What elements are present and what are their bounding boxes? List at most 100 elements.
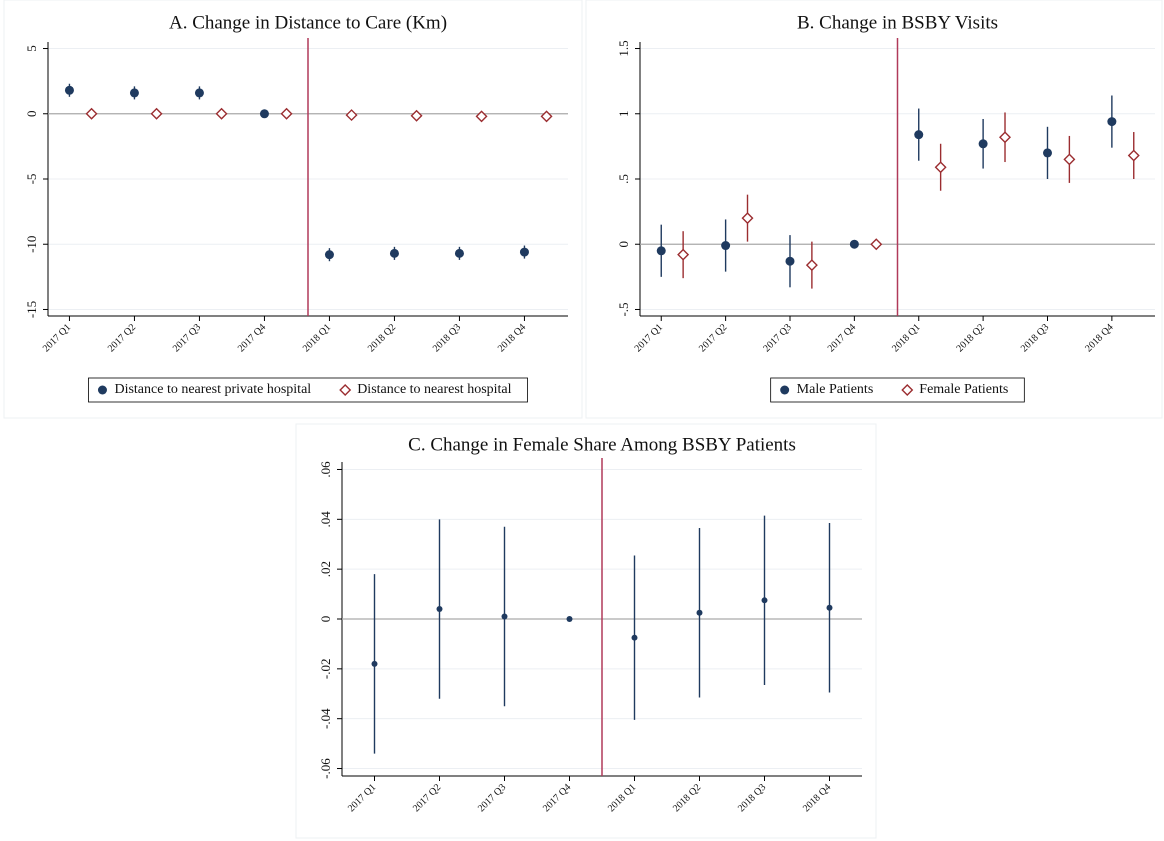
marker [64, 85, 74, 95]
y-tick-label: .06 [318, 461, 333, 478]
y-tick-label: -.06 [318, 758, 333, 779]
marker [371, 660, 378, 667]
x-tick-label: 2018 Q3 [431, 322, 463, 354]
panel: C. Change in Female Share Among BSBY Pat… [295, 423, 877, 839]
legend-box [770, 377, 1025, 403]
marker [475, 110, 488, 123]
marker [1107, 117, 1117, 127]
x-tick-label: 2017 Q4 [541, 782, 573, 814]
marker [696, 609, 703, 616]
panel-border [3, 0, 583, 419]
y-tick-label: -.02 [318, 659, 333, 680]
marker [901, 384, 914, 396]
marker [454, 248, 464, 258]
marker [677, 248, 690, 261]
marker [656, 246, 666, 256]
x-tick-label: 2018 Q3 [736, 782, 768, 814]
x-tick-label: 2017 Q4 [826, 322, 858, 354]
x-tick-label: 2018 Q1 [890, 322, 922, 354]
chart-title: A. Change in Distance to Care (Km) [169, 12, 447, 33]
y-tick-label: -.04 [318, 708, 333, 729]
marker [934, 161, 947, 174]
y-tick-label: -15 [24, 301, 39, 318]
x-tick-label: 2017 Q1 [346, 782, 378, 814]
y-tick-label: 5 [24, 45, 39, 52]
marker [1127, 149, 1140, 162]
marker [85, 107, 98, 120]
panel-border [585, 0, 1163, 419]
x-tick-label: 2017 Q2 [411, 782, 443, 814]
marker [97, 385, 107, 395]
legend-label: Distance to nearest private hospital [114, 382, 311, 397]
marker [785, 256, 795, 266]
y-tick-label: -.5 [616, 302, 631, 316]
x-tick-label: 2018 Q4 [801, 782, 833, 814]
marker [849, 239, 859, 249]
y-tick-label: 1.5 [616, 40, 631, 56]
y-tick-label: .04 [318, 511, 333, 528]
panel-border [295, 423, 877, 839]
x-tick-label: 2018 Q1 [301, 322, 333, 354]
marker [805, 259, 818, 272]
marker [540, 110, 553, 123]
y-tick-label: .5 [616, 174, 631, 184]
x-tick-label: 2018 Q3 [1019, 322, 1051, 354]
legend-label: Male Patients [797, 382, 874, 397]
marker [999, 131, 1011, 144]
marker [389, 248, 399, 258]
panel: A. Change in Distance to Care (Km) 5 0 -5 -1… [3, 0, 583, 419]
x-tick-label: 2017 Q1 [633, 322, 665, 354]
y-tick-label: -5 [24, 174, 39, 185]
x-tick-label: 2017 Q2 [697, 322, 729, 354]
marker [914, 130, 924, 140]
marker [1042, 148, 1052, 158]
x-tick-label: 2018 Q1 [606, 782, 638, 814]
marker [501, 613, 508, 620]
x-tick-label: 2018 Q4 [496, 322, 528, 354]
legend-label: Female Patients [919, 382, 1008, 397]
x-tick-label: 2017 Q4 [236, 322, 268, 354]
marker [826, 604, 833, 611]
marker [436, 606, 443, 613]
marker [280, 107, 293, 120]
legend-label: Distance to nearest hospital [357, 382, 511, 397]
marker [1063, 153, 1076, 166]
marker [721, 241, 731, 251]
y-tick-label: .02 [318, 561, 333, 577]
marker [194, 88, 204, 98]
legend: Male Patients Female Patients [770, 377, 1025, 403]
marker [566, 616, 573, 622]
x-tick-label: 2017 Q3 [476, 782, 508, 814]
marker [780, 385, 790, 395]
x-tick-label: 2018 Q2 [366, 322, 398, 354]
marker [761, 597, 768, 604]
marker [345, 109, 358, 122]
x-tick-label: 2018 Q4 [1083, 322, 1115, 354]
marker [150, 107, 163, 120]
x-tick-label: 2018 Q2 [671, 782, 703, 814]
y-tick-label: -10 [24, 236, 39, 253]
marker [324, 250, 334, 260]
chart-title: B. Change in BSBY Visits [797, 12, 998, 33]
x-tick-label: 2017 Q3 [171, 322, 203, 354]
x-tick-label: 2018 Q2 [955, 322, 987, 354]
chart-title: C. Change in Female Share Among BSBY Pat… [408, 434, 796, 455]
marker [870, 238, 883, 251]
marker [215, 107, 228, 120]
marker [978, 139, 988, 149]
legend: Distance to nearest private hospital Dist… [88, 377, 528, 403]
marker [741, 212, 754, 225]
x-tick-label: 2017 Q1 [41, 322, 73, 354]
marker [631, 634, 638, 641]
x-tick-label: 2017 Q3 [761, 322, 793, 354]
marker [129, 88, 139, 98]
y-tick-label: 0 [616, 241, 631, 248]
marker [339, 384, 352, 396]
marker [519, 247, 529, 257]
marker [410, 109, 423, 122]
y-tick-label: 0 [24, 111, 39, 118]
y-tick-label: 0 [318, 616, 333, 623]
marker [259, 109, 269, 119]
